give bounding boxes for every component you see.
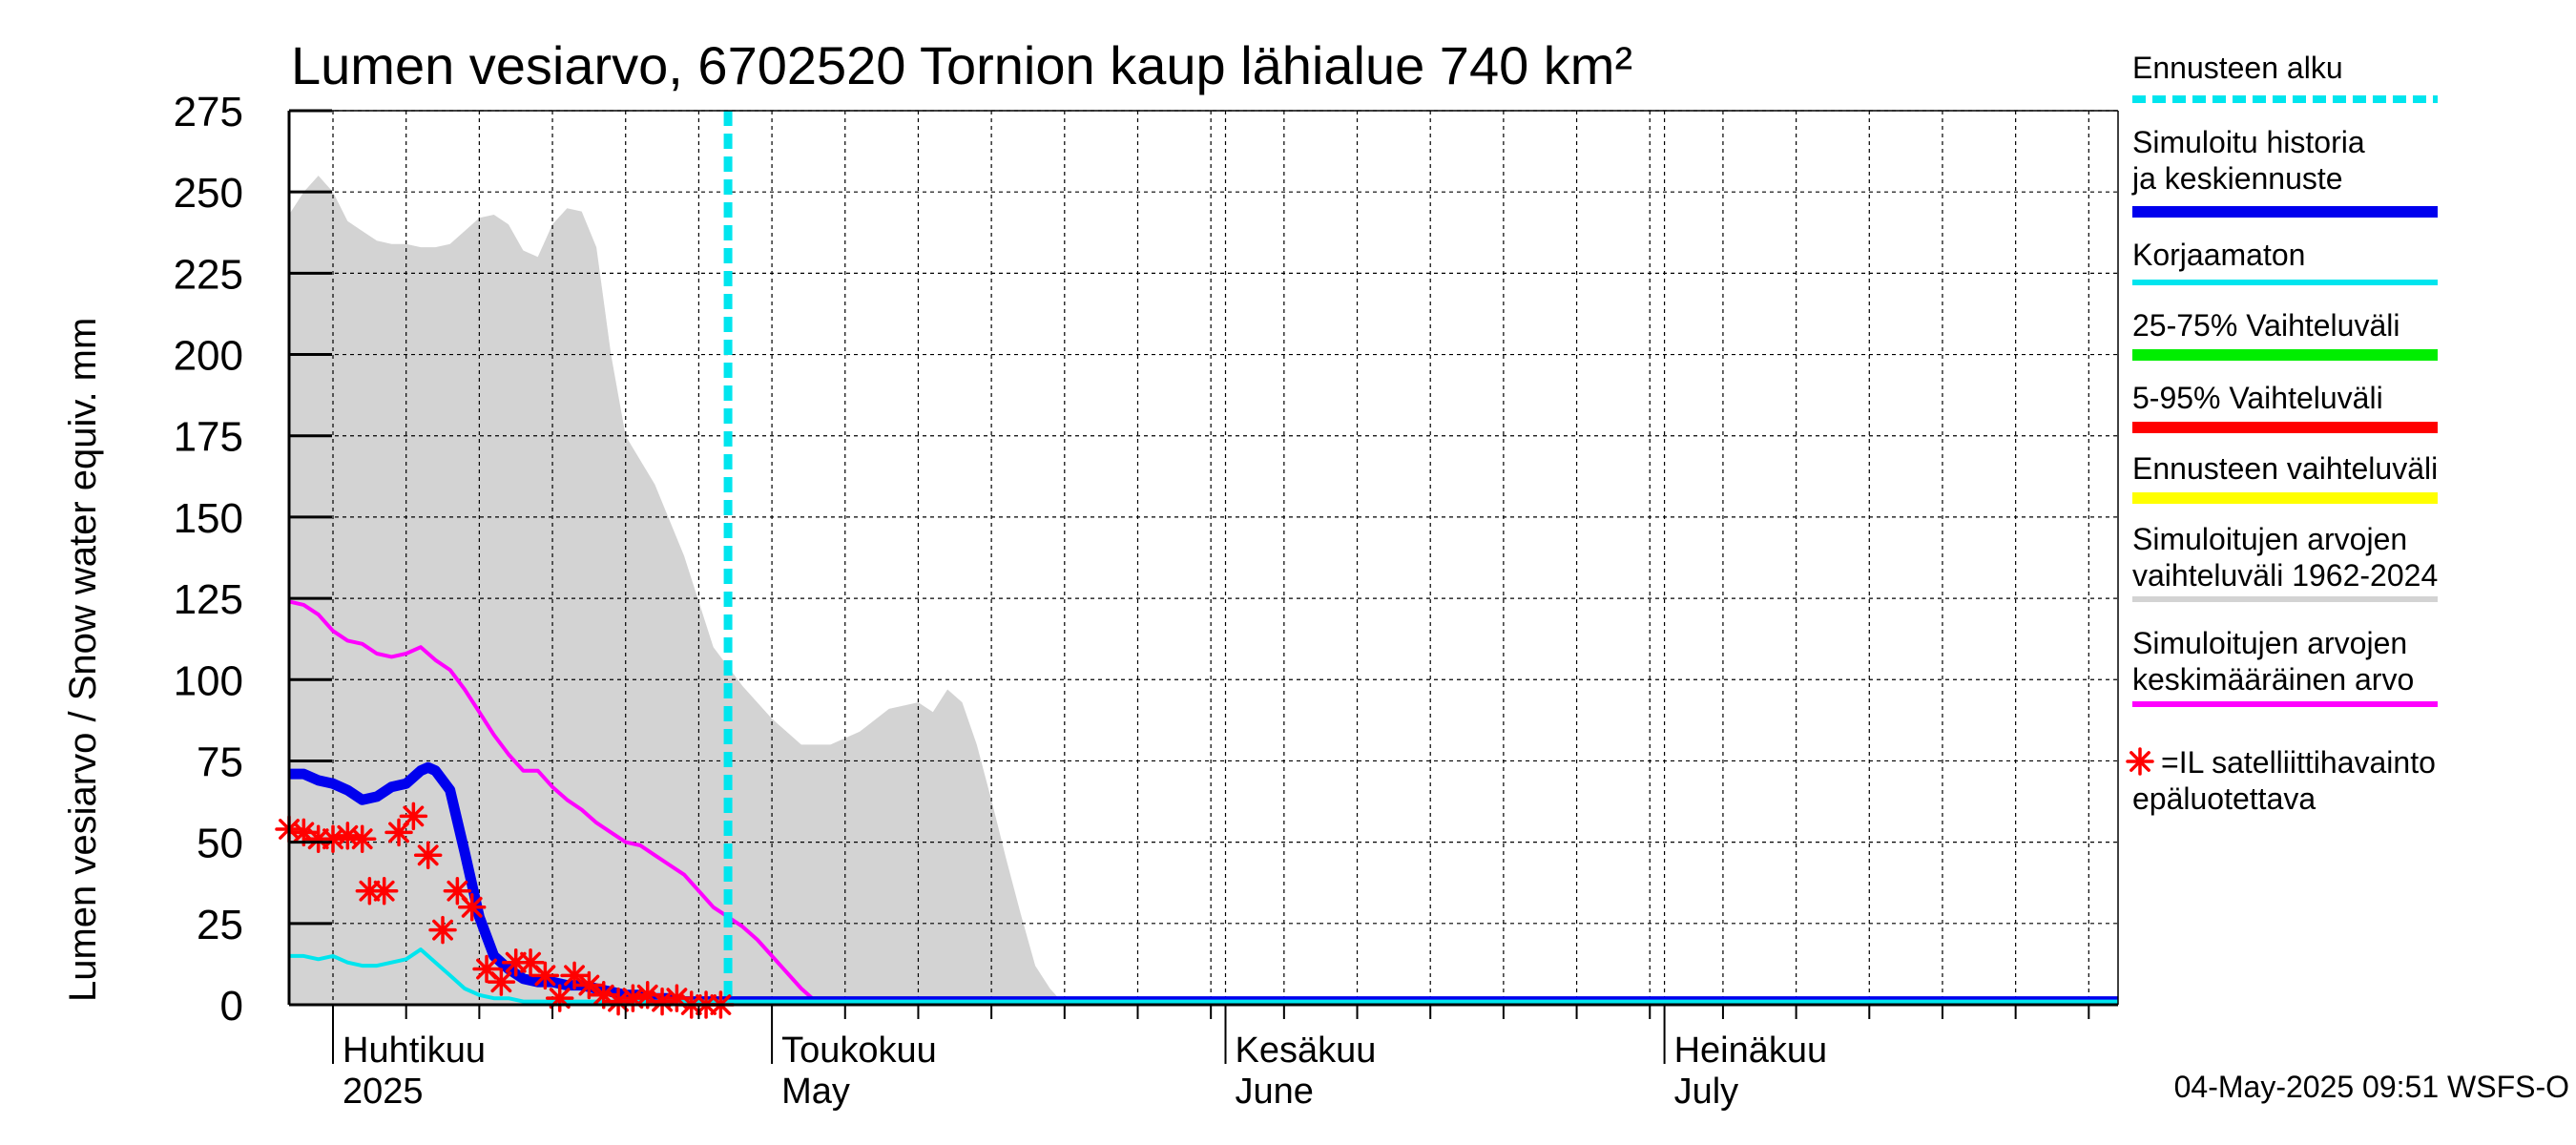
variation-band-layer xyxy=(289,176,1065,1005)
y-tick-label: 100 xyxy=(174,657,243,704)
y-tick-label: 75 xyxy=(197,739,243,785)
legend-label: 25-75% Vaihteluväli xyxy=(2132,308,2399,343)
satellite-observation-marker xyxy=(399,802,428,831)
legend-item: 5-95% Vaihteluväli xyxy=(2132,381,2438,433)
chart-title: Lumen vesiarvo, 6702520 Tornion kaup läh… xyxy=(291,35,1632,95)
satellite-observation-marker xyxy=(545,984,574,1012)
legend-marker-icon xyxy=(2126,747,2154,776)
satellite-observation-marker xyxy=(457,893,487,922)
legend-label: vaihteluväli 1962-2024 xyxy=(2132,558,2438,593)
satellite-observation-marker xyxy=(487,968,516,996)
x-tick-label-month: Kesäkuu xyxy=(1236,1030,1377,1071)
x-tick-label-sub: July xyxy=(1674,1072,1739,1112)
legend-label: Ennusteen alku xyxy=(2132,51,2343,85)
satellite-observation-marker xyxy=(574,970,604,1000)
axis-layer: 0 25 50 75 100 125 150 175 200 225 250 275 Huhtikuu2… xyxy=(174,89,2119,1112)
y-tick-label: 0 xyxy=(220,983,243,1030)
legend-item: Ennusteen alku xyxy=(2132,51,2438,103)
x-tick-label-month: Toukokuu xyxy=(781,1030,937,1071)
footer-timestamp: 04-May-2025 09:51 WSFS-O xyxy=(2174,1070,2569,1104)
x-tick-label-month: Heinäkuu xyxy=(1674,1030,1828,1071)
x-tick-label-sub: June xyxy=(1236,1072,1314,1112)
legend-label: 5-95% Vaihteluväli xyxy=(2132,381,2383,415)
y-tick-label: 175 xyxy=(174,414,243,461)
x-tick-label-sub: May xyxy=(781,1072,850,1112)
legend-item: Ennusteen vaihteluväli xyxy=(2132,451,2438,504)
legend-label: keskimääräinen arvo xyxy=(2132,662,2414,697)
legend-label: Ennusteen vaihteluväli xyxy=(2132,451,2438,486)
x-tick-label-sub: 2025 xyxy=(343,1072,424,1112)
satellite-observation-marker xyxy=(347,824,377,853)
series-line-simuloitujen-arvojen-keskimääräinen-arvo xyxy=(289,599,2118,1004)
y-tick-label: 125 xyxy=(174,576,243,623)
satellite-observation-marker xyxy=(530,961,560,990)
legend-label: Simuloitu historia xyxy=(2132,125,2365,159)
variation-band xyxy=(289,176,1065,1005)
legend-label: Simuloitujen arvojen xyxy=(2132,626,2407,660)
y-tick-label: 225 xyxy=(174,251,243,298)
y-tick-label: 250 xyxy=(174,170,243,217)
y-tick-label: 200 xyxy=(174,333,243,380)
y-tick-label: 275 xyxy=(174,89,243,135)
legend-label: Simuloitujen arvojen xyxy=(2132,522,2407,556)
legend-label: Korjaamaton xyxy=(2132,238,2305,272)
y-tick-label: 150 xyxy=(174,495,243,542)
legend-label: ja keskiennuste xyxy=(2131,161,2343,196)
legend-item: Korjaamaton xyxy=(2132,238,2438,285)
legend-label: =IL satelliittihavainto xyxy=(2161,745,2436,780)
satellite-observation-marker xyxy=(428,915,457,945)
y-axis-label: Lumen vesiarvo / Snow water equiv. mm xyxy=(62,318,104,1002)
legend-item: 25-75% Vaihteluväli xyxy=(2132,308,2438,361)
satellite-observation-marker xyxy=(560,961,589,990)
satellite-observation-marker xyxy=(369,876,399,906)
x-tick-label-month: Huhtikuu xyxy=(343,1030,486,1071)
satellite-observation-marker xyxy=(413,841,443,870)
y-tick-label: 25 xyxy=(197,902,243,948)
y-tick-label: 50 xyxy=(197,821,243,867)
legend-label: epäluotettava xyxy=(2132,781,2316,816)
